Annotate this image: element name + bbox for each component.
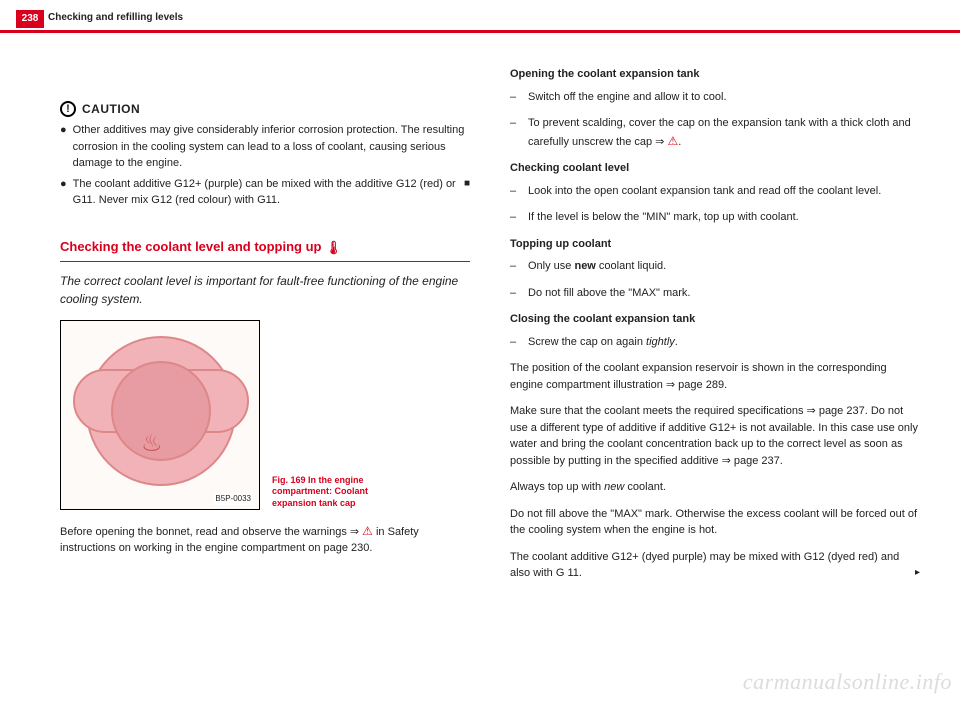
step-text-post: coolant liquid. (596, 260, 666, 272)
page-header: 238 Checking and refilling levels (0, 0, 960, 32)
step-text-pre: Screw the cap on again (528, 336, 646, 348)
body-para: The coolant additive G12+ (dyed purple) … (510, 549, 920, 582)
subhead-checking: Checking coolant level (510, 160, 920, 177)
header-rule (0, 30, 960, 33)
dash-icon: – (510, 183, 520, 200)
dash-icon: – (510, 209, 520, 226)
step-text: Look into the open coolant expansion tan… (528, 183, 881, 200)
caution-bullet: ● Other additives may give considerably … (60, 122, 470, 172)
step-item: – Screw the cap on again tightly. (510, 334, 920, 351)
thermometer-icon: 🌡 (325, 239, 342, 254)
step-item: – If the level is below the "MIN" mark, … (510, 209, 920, 226)
section-title: Checking the coolant level and topping u… (60, 237, 470, 257)
step-item: – Look into the open coolant expansion t… (510, 183, 920, 200)
step-text: Only use new coolant liquid. (528, 258, 666, 275)
pre-bonnet-warning: Before opening the bonnet, read and obse… (60, 522, 470, 557)
figure-code: B5P-0033 (213, 493, 253, 505)
figure-row: ♨ B5P-0033 Fig. 169 In the engine compar… (60, 320, 470, 510)
step-text: Do not fill above the "MAX" mark. (528, 285, 691, 302)
header-title: Checking and refilling levels (48, 12, 183, 23)
step-item: – Only use new coolant liquid. (510, 258, 920, 275)
left-column: ! CAUTION ● Other additives may give con… (60, 60, 470, 671)
caution-bullet: ● The coolant additive G12+ (purple) can… (60, 176, 470, 209)
watermark: carmanualsonline.info (743, 669, 952, 695)
step-text-inner: To prevent scalding, cover the cap on th… (528, 117, 911, 148)
section-title-text: Checking the coolant level and topping u… (60, 239, 321, 254)
step-text-em: tightly (646, 336, 675, 348)
body-para: Make sure that the coolant meets the req… (510, 403, 920, 469)
bullet-dot: ● (60, 176, 67, 209)
caution-heading: ! CAUTION (60, 100, 470, 118)
dash-icon: – (510, 285, 520, 302)
end-block-icon: ■ (464, 176, 470, 209)
caution-icon: ! (60, 101, 76, 117)
figure-caption: Fig. 169 In the engine compartment: Cool… (272, 475, 392, 510)
dash-icon: – (510, 115, 520, 150)
body-para: Do not fill above the "MAX" mark. Otherw… (510, 506, 920, 539)
caution-bullet-text: The coolant additive G12+ (purple) can b… (73, 176, 458, 209)
content-columns: ! CAUTION ● Other additives may give con… (60, 60, 920, 671)
body-post: coolant. (624, 481, 666, 493)
step-text-bold: new (574, 260, 595, 272)
body-text: The coolant additive G12+ (dyed purple) … (510, 551, 899, 580)
dash-icon: – (510, 334, 520, 351)
body-para: Always top up with new coolant. (510, 479, 920, 496)
page-number: 238 (16, 10, 44, 28)
subhead-closing: Closing the coolant expansion tank (510, 311, 920, 328)
cap-warning-icon: ♨ (141, 426, 163, 462)
warning-triangle-icon: ⚠ (667, 134, 678, 148)
step-item: – Do not fill above the "MAX" mark. (510, 285, 920, 302)
dash-icon: – (510, 258, 520, 275)
right-column: Opening the coolant expansion tank – Swi… (510, 60, 920, 671)
dash-icon: – (510, 89, 520, 106)
step-text: To prevent scalding, cover the cap on th… (528, 115, 920, 150)
step-item: – Switch off the engine and allow it to … (510, 89, 920, 106)
subhead-opening: Opening the coolant expansion tank (510, 66, 920, 83)
step-text-post: . (675, 336, 678, 348)
step-text-pre: Only use (528, 260, 574, 272)
caution-label: CAUTION (82, 100, 140, 118)
caution-bullet-text: Other additives may give considerably in… (73, 122, 470, 172)
body-pre: Always top up with (510, 481, 604, 493)
step-item: – To prevent scalding, cover the cap on … (510, 115, 920, 150)
figure-illustration: ♨ B5P-0033 (60, 320, 260, 510)
section-underline (60, 261, 470, 262)
body-em: new (604, 481, 624, 493)
continue-arrow-icon: ▸ (915, 565, 920, 580)
body-para: The position of the coolant expansion re… (510, 360, 920, 393)
subhead-topping: Topping up coolant (510, 236, 920, 253)
step-text: Switch off the engine and allow it to co… (528, 89, 727, 106)
step-text: If the level is below the "MIN" mark, to… (528, 209, 799, 226)
bullet-dot: ● (60, 122, 67, 172)
pre-bonnet-text-1: Before opening the bonnet, read and obse… (60, 526, 362, 538)
section-intro: The correct coolant level is important f… (60, 272, 470, 308)
step-text: Screw the cap on again tightly. (528, 334, 678, 351)
warning-triangle-icon: ⚠ (362, 524, 373, 538)
page-root: 238 Checking and refilling levels ! CAUT… (0, 0, 960, 701)
